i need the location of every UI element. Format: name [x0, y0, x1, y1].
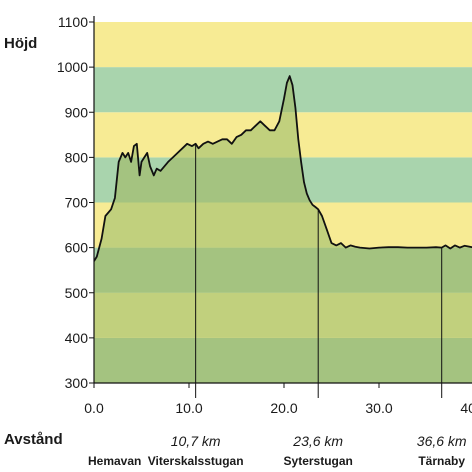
annotation-place-1: Syterstugan [284, 454, 353, 468]
annotation-place-2: Tärnaby [418, 454, 465, 468]
y-axis-title: Höjd [4, 35, 37, 52]
y-tick-label-1100: 1100 [58, 14, 88, 30]
annotation-distance-2: 36,6 km [417, 433, 467, 449]
y-tick-label-400: 400 [65, 330, 89, 346]
area-band-500 [94, 247, 472, 293]
y-tick-label-700: 700 [65, 195, 89, 211]
x-tick-label-0: 0.0 [84, 400, 104, 416]
band-1000-1100 [94, 22, 472, 68]
x-tick-label-20: 20.0 [270, 400, 297, 416]
x-tick-label-10: 10.0 [175, 400, 202, 416]
y-tick-label-800: 800 [65, 149, 89, 165]
annotation-distance-1: 23,6 km [292, 433, 343, 449]
y-tick-label-500: 500 [65, 285, 89, 301]
x-tick-labels: 0.0 10.0 20.0 30.0 40.0 [84, 383, 472, 416]
y-tick-label-300: 300 [65, 375, 89, 391]
place-label-start: Hemavan [88, 454, 141, 468]
area-band-300 [94, 337, 472, 383]
x-tick-label-40: 40.0 [460, 400, 472, 416]
area-band-400 [94, 292, 472, 338]
annotation-lines [195, 143, 443, 398]
x-tick-label-30: 30.0 [365, 400, 392, 416]
x-axis-title: Avstånd [4, 431, 63, 448]
elevation-line [94, 75, 472, 262]
y-tick-label-900: 900 [65, 104, 89, 120]
annotation-labels: 10,7 km Viterskalsstugan 23,6 km Syterstuga… [148, 433, 467, 468]
y-tick-labels: 300 400 500 600 700 800 900 1000 1100 [57, 14, 94, 391]
annotation-distance-0: 10,7 km [171, 433, 221, 449]
y-tick-label-1000: 1000 [57, 59, 88, 75]
axis-titles: Höjd Avstånd Hemavan [4, 35, 141, 468]
annotation-place-0: Viterskalsstugan [148, 454, 244, 468]
axes [93, 16, 472, 384]
y-tick-label-600: 600 [65, 240, 89, 256]
